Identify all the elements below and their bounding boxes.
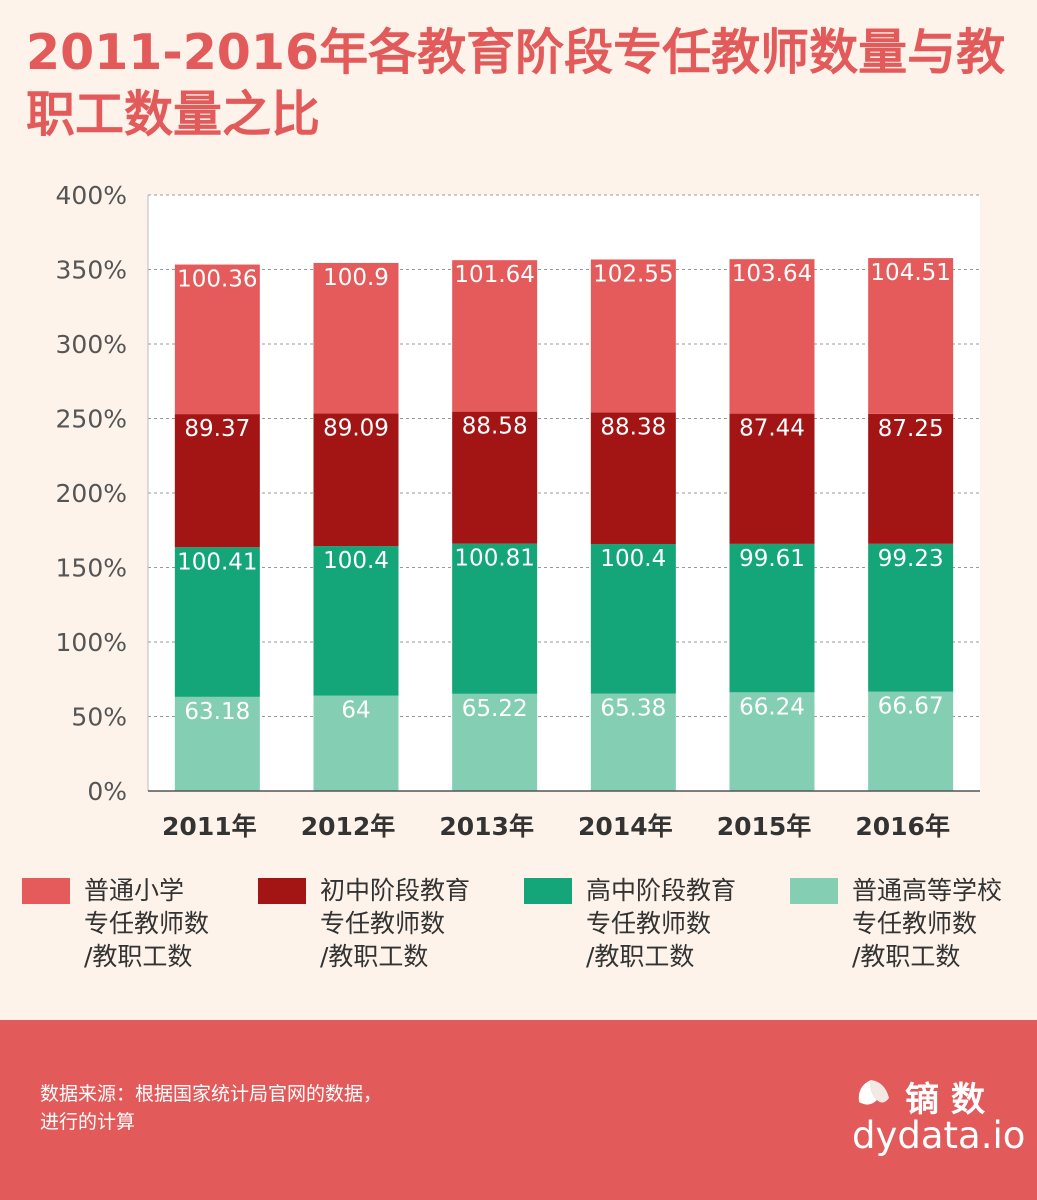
legend-item: 高中阶段教育 专任教师数 /教职工数 [524,874,736,973]
data-label: 89.09 [323,415,389,441]
data-label: 100.41 [177,549,257,575]
petal-logo-icon [858,1080,889,1105]
legend-label: 普通小学 专任教师数 /教职工数 [84,876,210,971]
data-label: 87.44 [739,416,805,442]
bar-segment [174,414,260,548]
legend-swatch [790,878,838,904]
bar-segment [590,412,676,544]
y-tick-label: 300% [56,330,127,359]
legend-label: 初中阶段教育 专任教师数 /教职工数 [320,876,471,971]
bar-segment [868,691,954,791]
bar-segment [590,693,676,791]
data-label: 65.38 [600,696,666,722]
data-label: 100.9 [323,265,389,291]
data-label: 64 [341,698,370,724]
data-label: 99.61 [739,546,805,572]
data-label: 65.22 [462,696,528,722]
y-tick-label: 100% [56,628,127,657]
logo-text-cn: 镝数 [905,1080,997,1120]
bar-segment [174,547,260,697]
data-label: 66.67 [878,694,944,720]
y-tick-label: 50% [71,703,127,732]
data-label: 100.4 [323,548,389,574]
data-source: 数据来源：根据国家统计局官网的数据， 进行的计算 [40,1083,383,1133]
legend-swatch [258,878,306,904]
legend-item: 初中阶段教育 专任教师数 /教职工数 [258,874,470,973]
x-tick-label: 2012年 [301,812,396,841]
bar-segment [868,413,954,544]
data-label: 89.37 [184,416,250,442]
legend: 普通小学 专任教师数 /教职工数 初中阶段教育 专任教师数 /教职工数 高中阶段教育… [0,874,1037,984]
bar-segment [729,413,815,544]
bar-segment [868,258,954,414]
data-label: 66.24 [739,694,805,720]
x-tick-label: 2014年 [578,812,673,841]
x-tick-label: 2015年 [717,812,812,841]
y-tick-label: 400% [56,181,127,210]
data-label: 88.58 [462,414,528,440]
legend-swatch [22,878,70,904]
bar-segment [868,543,954,692]
bar-segment [590,259,676,413]
data-label: 102.55 [593,262,673,288]
bar-segment [313,695,399,791]
legend-label: 高中阶段教育 专任教师数 /教职工数 [586,876,737,971]
bar-segment [174,264,260,415]
bar-segment [313,262,399,414]
data-label: 100.81 [454,546,534,572]
logo-text-en: dydata.io [852,1114,1026,1157]
bar-segment [729,543,815,693]
y-tick-label: 0% [87,777,127,806]
x-tick-label: 2013年 [439,812,534,841]
x-tick-label: 2016年 [855,812,950,841]
y-tick-label: 200% [56,479,127,508]
data-label: 87.25 [878,416,944,442]
legend-item: 普通高等学校 专任教师数 /教职工数 [790,874,1002,973]
data-label: 88.38 [600,414,666,440]
legend-swatch [524,878,572,904]
bar-segment [313,546,399,696]
data-label: 103.64 [732,261,812,287]
data-label: 99.23 [878,546,944,572]
y-tick-label: 350% [56,256,127,285]
footer: 数据来源：根据国家统计局官网的数据， 进行的计算 镝数 dydata.io [0,1020,1037,1200]
bar-segment [452,411,538,544]
data-label: 63.18 [184,699,250,725]
bar-segment [590,543,676,694]
x-tick-label: 2011年 [162,812,257,841]
legend-item: 普通小学 专任教师数 /教职工数 [22,874,209,973]
bar-segment [452,543,538,694]
data-label: 100.4 [600,546,666,572]
data-label: 101.64 [454,262,534,288]
chart-title: 2011-2016年各教育阶段专任教师数量与教职工数量之比 [26,24,1006,143]
y-tick-label: 250% [56,405,127,434]
bar-segment [174,696,260,791]
data-label: 104.51 [870,260,950,286]
legend-label: 普通高等学校 专任教师数 /教职工数 [852,876,1003,971]
bar-segment [729,692,815,791]
bar-segment [729,259,815,414]
data-label: 100.36 [177,267,257,293]
bar-segment [313,413,399,547]
y-tick-label: 150% [56,554,127,583]
bar-segment [452,260,538,412]
bar-segment [452,693,538,791]
stacked-bar-chart: 0% 50% 100% 150% 200% 250% 300% 350% 400% 63.18 10… [56,181,980,841]
